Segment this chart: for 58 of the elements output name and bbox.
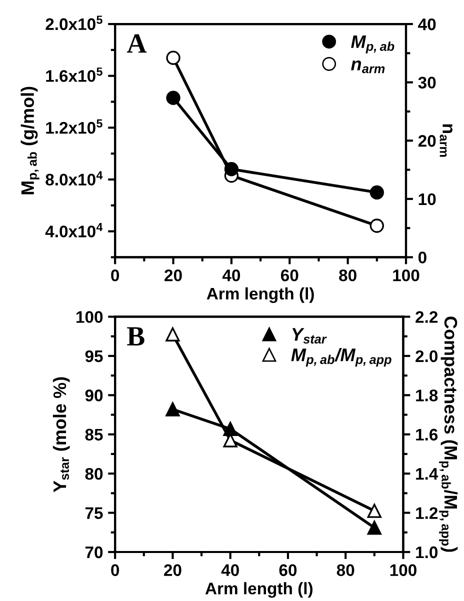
point: [223, 422, 238, 436]
x-tick-label: 20: [164, 564, 182, 576]
y2-tick-label: 2.0: [416, 350, 438, 362]
x-axis-title: Arm length (l): [205, 582, 312, 598]
y-tick-label: 8.0x10$^{4}$: [46, 171, 103, 186]
x-tick-label: 60: [280, 269, 298, 282]
y2-tick-label: 40: [418, 18, 436, 30]
point: [367, 504, 382, 518]
x-tick-label: 100: [390, 564, 416, 576]
x-tick-label: 20: [164, 269, 182, 282]
y2-tick-label: 1.4: [416, 468, 438, 480]
y2-tick-label: 1.0: [416, 546, 438, 558]
y-axis-title: Y$_{star}$ (mole %): [52, 377, 70, 492]
legend-label: M$_{p,ab}$/M$_{p,app}$: [291, 348, 392, 367]
y-tick-label: 100: [76, 311, 103, 323]
y-tick-label: 90: [85, 390, 103, 402]
y-tick-label: 85: [85, 428, 103, 441]
point: [224, 162, 239, 176]
annotation: A: [126, 34, 147, 53]
legend-label: M$_{p,ab}$: [351, 36, 394, 54]
x-tick-label: 80: [336, 564, 354, 576]
x-tick-label: 40: [222, 269, 240, 282]
annotation: B: [127, 327, 144, 346]
y2-axis-title: Compactness (M$_{p,ab}$/M$_{p,app}$): [439, 316, 458, 552]
x-axis-title: Arm length (l): [206, 287, 314, 303]
x-tick-label: 0: [111, 269, 120, 282]
y2-tick-label: 20: [418, 135, 436, 147]
legend-label: n$_{arm}$: [351, 60, 385, 74]
y2-tick-label: 2.2: [416, 311, 438, 323]
x-tick-label: 100: [393, 269, 420, 282]
y-tick-label: 1.2x10$^{5}$: [46, 119, 102, 134]
y-tick-label: 80: [85, 468, 103, 480]
point: [367, 520, 382, 535]
y-tick-label: 95: [85, 350, 103, 362]
y-tick-label: 70: [85, 546, 103, 558]
y-tick-label: 4.0x10$^{4}$: [45, 223, 103, 238]
x-tick-label: 40: [221, 564, 239, 576]
y2-tick-label: 1.2: [416, 507, 438, 519]
point: [166, 50, 180, 65]
y-tick-label: 2.0x10$^{5}$: [46, 16, 102, 30]
y-tick-label: 75: [85, 507, 103, 520]
y2-tick-label: 10: [418, 193, 436, 206]
legend-label: Y$_{star}$: [292, 328, 327, 344]
point: [166, 402, 180, 416]
point: [166, 90, 180, 105]
y-axis-title: M$_{p,ab}$ (g/mol): [20, 86, 40, 194]
y-tick-label: 1.6x10$^{5}$: [46, 68, 102, 82]
x-tick-label: 80: [339, 269, 356, 282]
point: [166, 327, 180, 342]
y2-tick-label: 1.8: [416, 390, 438, 402]
x-tick-label: 60: [279, 564, 297, 576]
point: [370, 218, 384, 233]
point: [370, 185, 384, 200]
y2-axis-title: n$_{arm}$: [440, 124, 452, 157]
y2-tick-label: 0: [418, 252, 426, 264]
y2-tick-label: 30: [418, 76, 436, 89]
x-tick-label: 0: [111, 564, 120, 576]
y2-tick-label: 1.6: [416, 428, 438, 441]
